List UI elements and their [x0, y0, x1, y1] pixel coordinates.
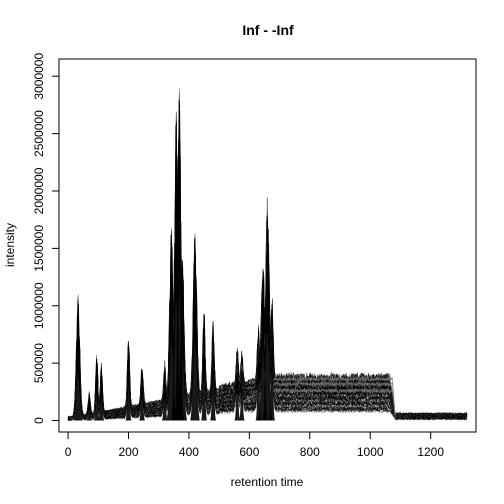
y-tick-label: 0 [32, 417, 46, 424]
y-tick-label: 2000000 [32, 167, 46, 214]
x-tick-label: 400 [179, 445, 199, 459]
y-axis: 0 500000 1000000 1500000 2000000 2500000 30000… [32, 53, 60, 424]
y-tick-label: 1000000 [32, 282, 46, 329]
peak-mark [190, 232, 200, 421]
peak-mark [234, 372, 240, 421]
x-tick-label: 1000 [357, 445, 384, 459]
y-tick-label: 2500000 [32, 110, 46, 157]
peak-mark [73, 294, 83, 421]
chart-title: Inf - -Inf [242, 22, 294, 38]
y-axis-label: intensity [3, 223, 17, 267]
y-tick-label: 1500000 [32, 225, 46, 272]
peak-mark [269, 317, 275, 421]
x-tick-label: 1200 [417, 445, 444, 459]
peak-mark [125, 340, 132, 421]
y-tick-label: 3000000 [32, 53, 46, 100]
peak-mark [201, 317, 207, 421]
x-tick-label: 800 [300, 445, 320, 459]
x-tick-label: 600 [239, 445, 259, 459]
x-tick-label: 0 [65, 445, 72, 459]
peak-mark [86, 395, 92, 421]
x-axis-label: retention time [231, 475, 304, 489]
peak-mark [255, 351, 262, 421]
x-axis: 0 200 400 600 800 1000 1200 [65, 431, 444, 459]
peak-mark [210, 336, 216, 421]
x-tick-label: 200 [118, 445, 138, 459]
peak-mark [239, 380, 245, 421]
peak-mark [94, 353, 100, 421]
peak-mark [177, 259, 187, 421]
peak-mark [162, 374, 168, 421]
peak-mark [98, 364, 105, 421]
y-tick-label: 500000 [32, 343, 46, 383]
peak-mark [139, 371, 145, 421]
peak-mark [262, 212, 273, 421]
plot-area [67, 87, 468, 422]
